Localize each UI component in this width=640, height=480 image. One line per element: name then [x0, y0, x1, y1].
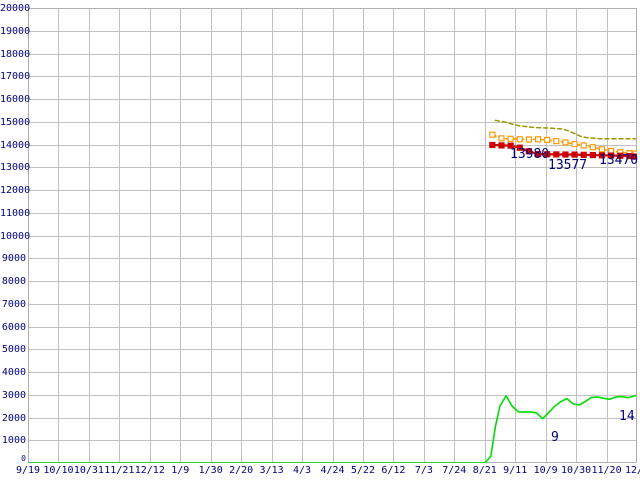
series-marker-lower-red-solid	[562, 151, 569, 158]
series-marker-middle-orange-dashed	[562, 139, 569, 146]
series-marker-lower-red-solid	[632, 153, 637, 160]
x-tick-label: 1/9	[171, 465, 190, 476]
series-marker-middle-orange-dashed	[534, 136, 542, 143]
x-tick-label: 10/10	[43, 465, 74, 476]
y-tick-label: 16000	[0, 94, 31, 105]
x-tick-label: 3/13	[259, 465, 284, 476]
series-marker-lower-red-solid	[544, 151, 551, 158]
series-marker-middle-orange-dashed	[507, 135, 514, 142]
y-tick-label: 3000	[1, 389, 26, 401]
series-marker-lower-red-solid	[626, 153, 633, 160]
x-tick-label: 10/31	[73, 465, 104, 476]
y-tick-label: 17000	[0, 71, 31, 83]
series-marker-lower-red-solid	[507, 142, 514, 149]
x-tick-label: 9/19	[15, 465, 41, 476]
x-tick-label: 10/30	[561, 465, 592, 476]
series-marker-middle-orange-dashed	[525, 136, 532, 143]
y-tick-label: 1000	[1, 435, 26, 447]
y-tick-label: 6000	[1, 321, 26, 333]
x-tick-label: 10/9	[533, 465, 558, 476]
x-tick-label: 4/3	[293, 465, 312, 476]
x-tick-label: 11/20	[591, 465, 622, 476]
series-marker-middle-orange-dashed	[489, 131, 496, 138]
series-bottom-green-volume	[28, 394, 637, 463]
y-tick-label: 19000	[0, 25, 31, 37]
label-13980: 13980	[510, 147, 550, 162]
series-marker-lower-red-solid	[498, 142, 505, 149]
x-tick-label: 6/12	[381, 465, 406, 476]
y-tick-label: 2000	[1, 412, 26, 424]
series-marker-lower-red-solid	[608, 152, 615, 159]
x-tick-label: 2/20	[229, 465, 254, 476]
series-marker-middle-orange-dashed	[571, 140, 578, 148]
series-marker-lower-red-solid	[525, 148, 532, 155]
y-tick-label: 14000	[0, 139, 31, 151]
series-marker-middle-orange-dashed	[598, 146, 606, 153]
label-green-14: 14	[619, 409, 635, 424]
y-tick-label: 10000	[0, 230, 31, 242]
series-marker-lower-red-solid	[553, 151, 560, 158]
y-tick-label: 4000	[1, 367, 26, 378]
y-tick-label: 11000	[0, 207, 31, 219]
series-marker-middle-orange-dashed	[580, 142, 587, 149]
series-marker-middle-orange-dashed	[516, 136, 523, 143]
x-tick-label: 8/21	[472, 465, 497, 476]
series-marker-lower-red-solid	[534, 151, 542, 158]
label-13470: 13470	[599, 153, 639, 168]
series-marker-middle-orange-dashed	[544, 136, 551, 144]
series-marker-middle-orange-dashed	[553, 137, 560, 145]
series-marker-middle-orange-dashed	[589, 144, 596, 151]
x-tick-label: 7/3	[414, 465, 433, 476]
chart-gridlines	[28, 8, 637, 463]
series-marker-lower-red-solid	[617, 152, 624, 159]
series-marker-middle-orange-dashed	[498, 135, 505, 142]
chart-series-layer	[28, 119, 637, 463]
y-tick-label: 9000	[1, 253, 26, 265]
y-tick-label: 8000	[1, 276, 26, 287]
series-marker-lower-red-solid	[589, 151, 596, 159]
y-tick-label: 7000	[1, 298, 26, 310]
y-tick-label: 18000	[0, 48, 31, 60]
series-marker-lower-red-solid	[580, 151, 587, 158]
y-tick-label: 0	[21, 454, 26, 463]
x-tick-label: 11/21	[104, 465, 135, 476]
series-marker-lower-red-solid	[571, 151, 578, 158]
x-tick-label: 9/11	[503, 465, 528, 476]
y-tick-label: 15000	[0, 116, 31, 128]
x-tick-label: 5/22	[350, 465, 375, 476]
series-marker-lower-red-solid	[489, 141, 496, 149]
y-tick-label: 20000	[0, 3, 31, 14]
x-tick-label: 4/24	[320, 465, 345, 476]
label-13577: 13577	[548, 158, 588, 173]
x-tick-label: 1/30	[198, 465, 223, 476]
y-tick-label: 12000	[0, 185, 31, 196]
x-tick-label: 12/12	[134, 465, 165, 476]
series-upper-olive-dashed	[494, 119, 637, 140]
plot-area	[28, 8, 637, 463]
series-marker-lower-red-solid	[598, 152, 606, 159]
label-green-9: 9	[551, 430, 559, 445]
y-tick-label: 5000	[1, 344, 26, 356]
series-marker-lower-red-solid	[516, 144, 523, 151]
y-tick-label: 13000	[0, 162, 31, 174]
x-tick-label: 12/4	[624, 465, 640, 476]
x-tick-label: 7/24	[442, 465, 467, 476]
